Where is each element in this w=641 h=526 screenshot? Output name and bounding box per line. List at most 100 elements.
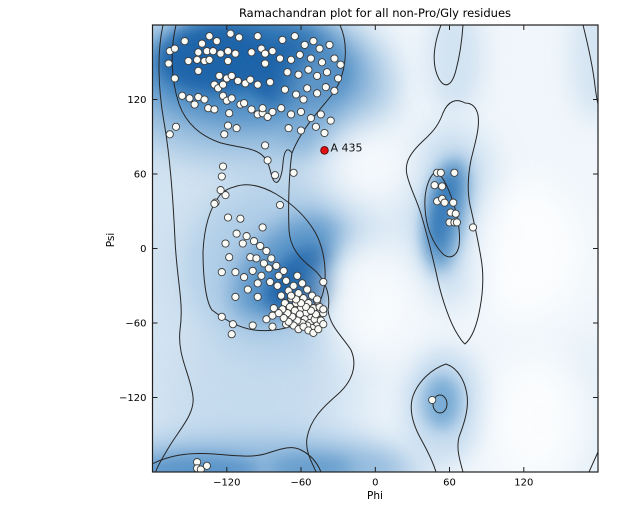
data-point	[262, 246, 271, 256]
data-point	[309, 37, 318, 46]
data-point	[218, 162, 228, 171]
data-point	[164, 59, 173, 68]
data-point	[452, 218, 461, 227]
data-point	[295, 50, 304, 59]
data-point	[217, 312, 226, 321]
data-point	[235, 33, 244, 42]
data-point	[231, 268, 240, 277]
data-point	[449, 198, 458, 207]
outlier-label: A 435	[331, 141, 363, 154]
data-point	[196, 465, 205, 472]
data-point	[296, 126, 306, 135]
data-point	[311, 122, 320, 131]
data-point	[238, 239, 247, 248]
data-point	[436, 168, 445, 177]
data-point	[319, 320, 328, 329]
data-point	[273, 281, 282, 290]
x-tick-label: −60	[290, 478, 311, 489]
data-point	[257, 271, 266, 280]
data-point	[270, 171, 280, 180]
data-point	[223, 121, 233, 130]
axis-ticks	[152, 25, 598, 472]
data-point	[313, 295, 322, 304]
data-point	[306, 54, 315, 63]
data-point	[268, 322, 277, 331]
data-point	[228, 320, 237, 329]
x-tick-label: 120	[514, 478, 533, 489]
data-point	[249, 237, 259, 246]
data-point	[248, 321, 257, 330]
data-point	[316, 110, 325, 119]
data-point	[314, 325, 323, 334]
data-point	[303, 84, 312, 93]
data-point	[279, 266, 288, 275]
data-point	[261, 59, 270, 68]
data-point	[274, 309, 283, 318]
y-tick-label: 0	[140, 244, 146, 255]
data-point	[253, 32, 262, 41]
data-point	[243, 285, 252, 294]
data-point	[277, 104, 286, 113]
data-point	[266, 277, 275, 287]
data-point	[304, 65, 313, 74]
data-point	[212, 37, 221, 46]
data-point	[223, 56, 233, 66]
data-point	[325, 40, 334, 49]
data-point	[197, 39, 207, 48]
data-point	[220, 130, 229, 139]
data-point	[231, 49, 240, 58]
data-point	[223, 47, 233, 56]
data-point	[289, 168, 298, 177]
data-point	[294, 70, 303, 79]
data-point	[226, 29, 235, 38]
data-point	[240, 273, 249, 282]
data-point	[221, 239, 230, 248]
data-point	[268, 47, 277, 56]
data-point	[210, 105, 219, 114]
data-point	[236, 214, 245, 223]
data-point	[299, 95, 308, 104]
data-point	[450, 168, 459, 177]
x-tick-label: 0	[372, 478, 378, 489]
data-point	[231, 292, 240, 301]
scatter-points	[164, 29, 478, 472]
data-point	[313, 89, 322, 98]
data-point	[438, 182, 447, 191]
x-axis-label: Phi	[367, 490, 383, 502]
data-point	[280, 85, 289, 94]
data-point	[268, 107, 277, 116]
data-point	[248, 266, 257, 275]
data-point	[210, 199, 219, 208]
y-tick-label: 120	[127, 95, 146, 106]
data-point	[217, 268, 226, 277]
data-point	[336, 60, 345, 69]
data-point	[428, 395, 437, 405]
data-point	[330, 86, 339, 95]
y-tick-label: −120	[119, 393, 146, 404]
data-point	[264, 264, 273, 273]
data-point	[225, 253, 234, 262]
data-point	[171, 122, 181, 131]
data-point	[200, 95, 209, 104]
data-point	[267, 254, 276, 263]
axis-tick-labels: −120 −60 0 60 120 120 60 0 −60 −120	[119, 95, 533, 489]
data-point	[282, 276, 291, 285]
data-point	[232, 229, 241, 238]
data-point	[216, 186, 225, 195]
outlier-marker-group: A 435	[320, 141, 363, 155]
y-axis-label: Psi	[105, 232, 117, 248]
data-point	[303, 285, 312, 294]
data-point	[256, 241, 265, 251]
data-point	[252, 254, 261, 263]
x-tick-label: −120	[213, 478, 240, 489]
data-point	[233, 76, 242, 85]
data-point	[170, 44, 179, 53]
y-tick-label: 60	[134, 170, 147, 181]
data-point	[194, 48, 203, 57]
data-point	[266, 78, 275, 87]
data-point	[293, 271, 302, 280]
data-point	[263, 156, 272, 165]
data-point	[313, 71, 322, 80]
y-tick-label: −60	[125, 319, 146, 330]
data-point	[319, 305, 328, 314]
